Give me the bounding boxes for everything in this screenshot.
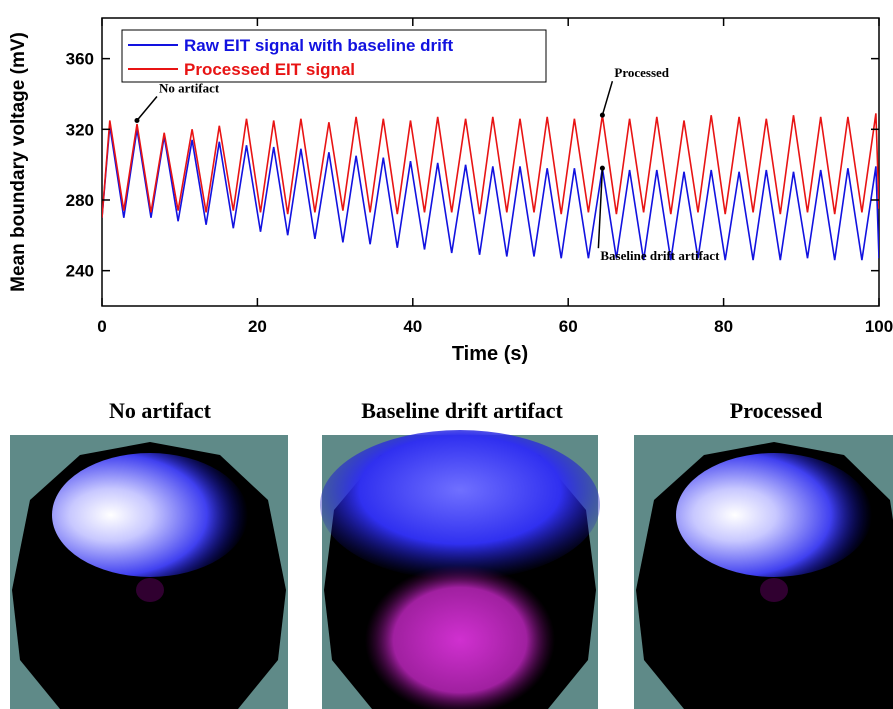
line-chart: Time (s) Mean boundary voltage (mV) 0 20 4… [8, 18, 893, 365]
annotation-arrow [137, 96, 157, 120]
x-axis-label: Time (s) [452, 343, 528, 365]
legend-label: Raw EIT signal with baseline drift [184, 36, 454, 55]
annotation-arrow [602, 81, 612, 115]
annotation-label: Baseline drift artifact [600, 248, 720, 263]
eit-panel [320, 430, 600, 709]
annotation-point [600, 113, 605, 118]
y-axis-label: Mean boundary voltage (mV) [8, 32, 29, 292]
lung-region [320, 430, 600, 580]
lung-region [52, 453, 248, 577]
panel-title: No artifact [109, 398, 212, 423]
x-tick-label: 100 [865, 317, 893, 336]
eit-panel [10, 435, 288, 709]
eit-images: No artifact Baseline drift artifact Proc… [10, 398, 893, 709]
data-line [102, 113, 879, 217]
annotation-point [600, 166, 605, 171]
panel-title: Baseline drift artifact [361, 398, 563, 423]
y-tick-label: 360 [66, 50, 94, 69]
eit-panel [634, 435, 893, 709]
legend-label: Processed EIT signal [184, 60, 355, 79]
annotation-label: Processed [614, 65, 669, 80]
x-tick-label: 0 [97, 317, 106, 336]
y-tick-label: 280 [66, 191, 94, 210]
y-tick-label: 320 [66, 120, 94, 139]
x-tick-label: 40 [403, 317, 422, 336]
x-tick-label: 80 [714, 317, 733, 336]
annotation-label: No artifact [159, 80, 220, 95]
annotation-point [134, 118, 139, 123]
x-tick-label: 60 [559, 317, 578, 336]
y-tick-label: 240 [66, 262, 94, 281]
heart-region [760, 578, 788, 602]
heart-region [365, 565, 555, 709]
lung-region [676, 453, 872, 577]
plot-area [102, 113, 879, 260]
panel-title: Processed [730, 398, 822, 423]
x-tick-label: 20 [248, 317, 267, 336]
heart-region [136, 578, 164, 602]
figure: Time (s) Mean boundary voltage (mV) 0 20 4… [0, 0, 893, 709]
